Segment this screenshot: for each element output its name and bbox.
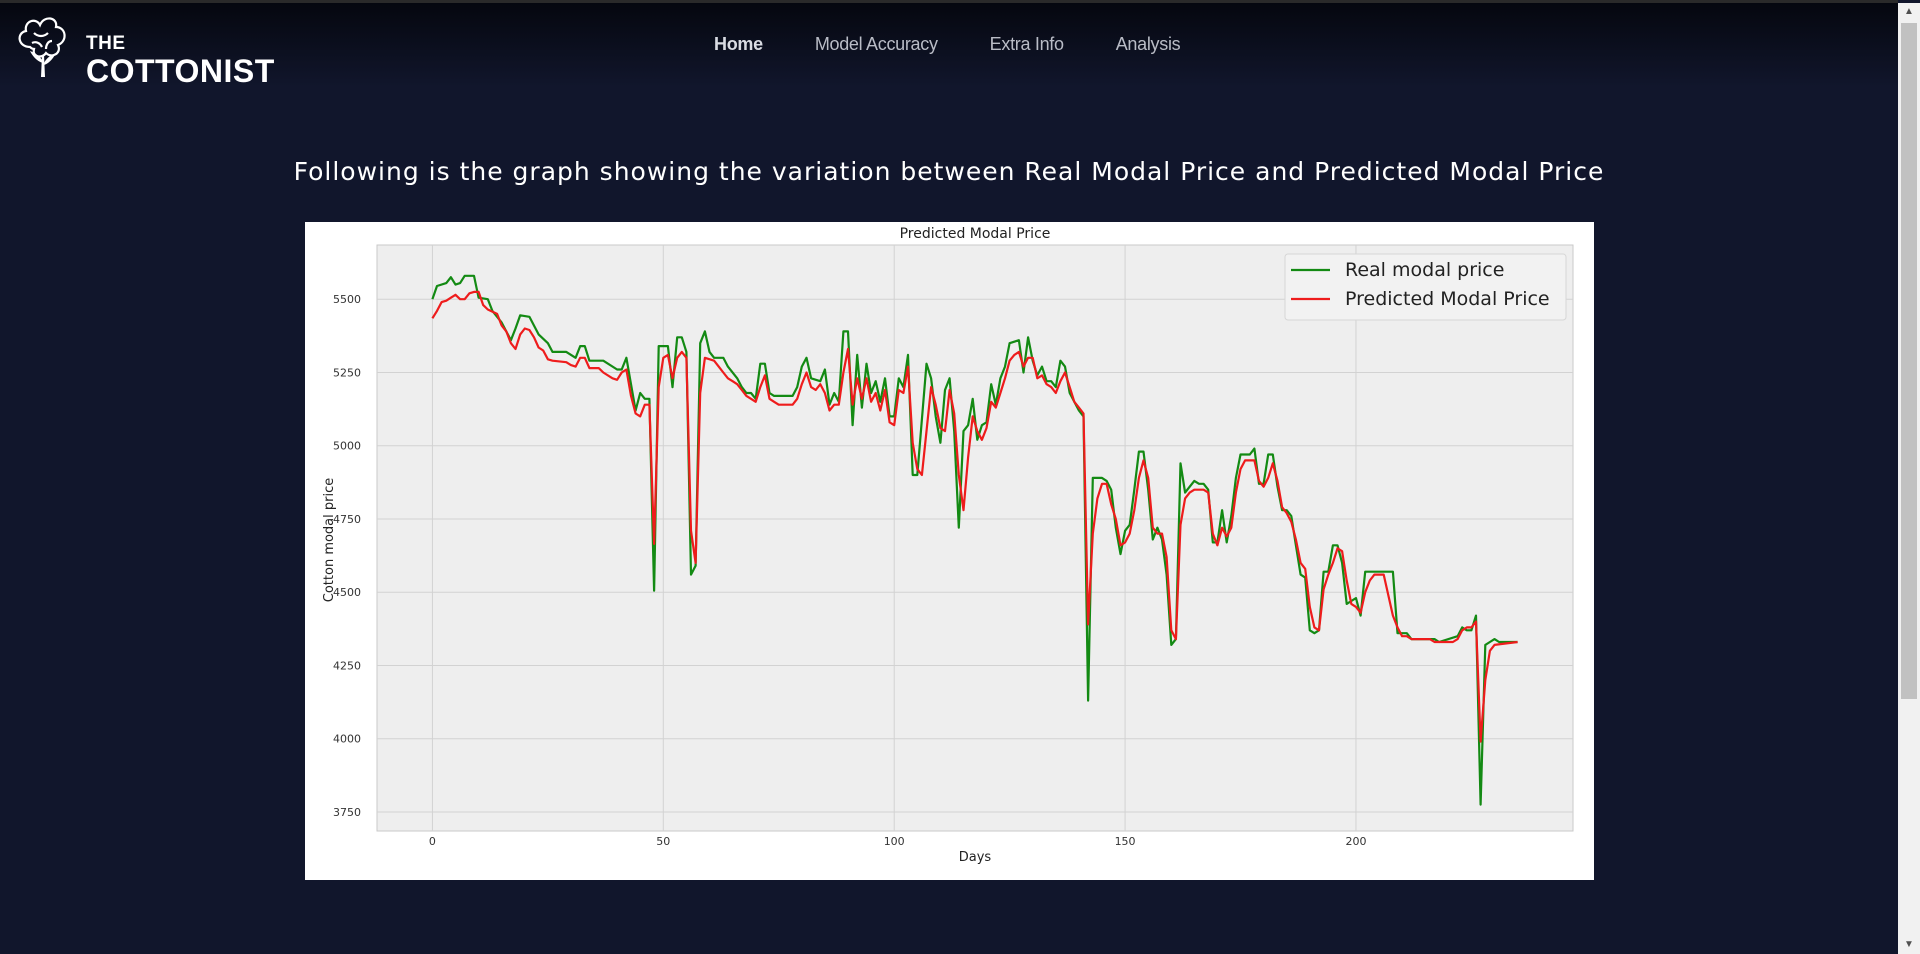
x-tick-label: 0 (429, 835, 436, 848)
y-axis-label: Cotton modal price (322, 478, 337, 602)
y-tick-label: 4750 (333, 513, 361, 526)
main-nav: Home Model Accuracy Extra Info Analysis (714, 34, 1232, 55)
chart-series-group (431, 274, 1518, 806)
chart-ticks: 0 50 100 150 200 3750 4000 4250 4500 4750 5000 5250… (333, 293, 1366, 848)
y-tick-label: 4500 (333, 586, 361, 599)
site-logo[interactable]: THE COTTONIST (12, 11, 274, 89)
scroll-up-arrow-icon[interactable]: ▲ (1904, 6, 1914, 17)
y-tick-label: 5000 (333, 440, 361, 453)
x-tick-label: 50 (656, 835, 670, 848)
legend-label-real: Real modal price (1345, 259, 1504, 281)
legend-box (1284, 253, 1567, 321)
chart-plot-area (376, 244, 1574, 832)
chart-card: 0 50 100 150 200 3750 4000 4250 4500 4750 5000 5250… (305, 222, 1594, 880)
chart-legend: Real modal price Predicted Modal Price (1284, 253, 1567, 321)
nav-analysis[interactable]: Analysis (1115, 34, 1181, 54)
page-scrollbar[interactable]: ▲ ▼ (1898, 3, 1920, 954)
brand-name: COTTONIST (86, 53, 275, 89)
chart-title: Predicted Modal Price (900, 226, 1051, 242)
nav-model-accuracy[interactable]: Model Accuracy (814, 34, 938, 54)
scroll-down-arrow-icon[interactable]: ▼ (1904, 939, 1914, 950)
price-chart: 0 50 100 150 200 3750 4000 4250 4500 4750 5000 5250… (322, 226, 1574, 865)
legend-label-predicted: Predicted Modal Price (1345, 288, 1550, 310)
x-axis-label: Days (959, 850, 992, 865)
y-tick-label: 4000 (333, 733, 361, 746)
x-tick-label: 100 (884, 835, 905, 848)
x-tick-label: 150 (1115, 835, 1136, 848)
y-tick-label: 3750 (333, 806, 361, 819)
series-line-predicted (431, 290, 1518, 743)
brand-the: THE (86, 33, 126, 54)
nav-home[interactable]: Home (714, 34, 763, 54)
y-tick-label: 5250 (333, 366, 361, 379)
nav-extra-info[interactable]: Extra Info (989, 34, 1064, 54)
y-tick-label: 5500 (333, 293, 361, 306)
site-header: THE COTTONIST Home Model Accuracy Extra … (0, 3, 1898, 89)
x-tick-label: 200 (1345, 835, 1366, 848)
cotton-flower-icon (18, 17, 66, 77)
window-top-border (0, 0, 1898, 3)
page-heading: Following is the graph showing the varia… (293, 157, 1605, 186)
y-tick-label: 4250 (333, 659, 361, 672)
scrollbar-thumb[interactable] (1901, 23, 1917, 699)
